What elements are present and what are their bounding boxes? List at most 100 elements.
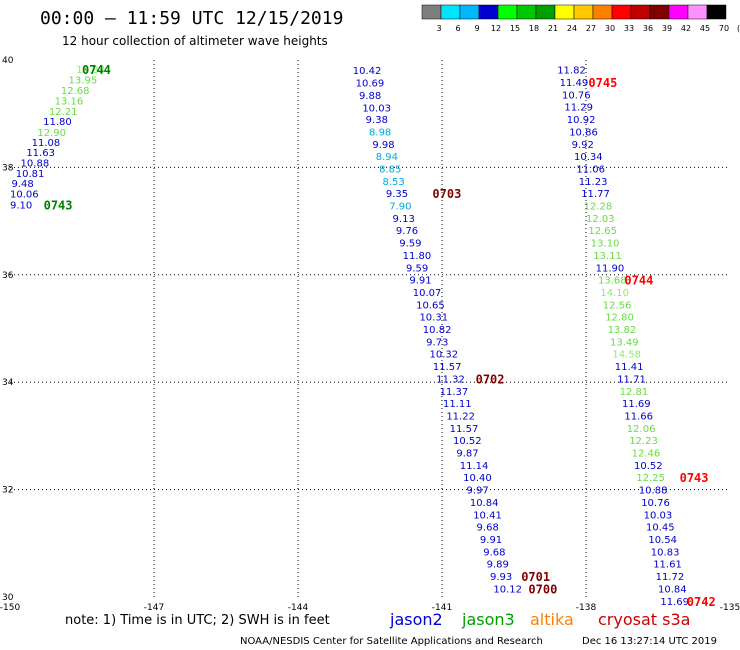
data-point-label: 10.32 xyxy=(430,350,459,361)
data-point-label: 11.77 xyxy=(581,189,610,200)
data-point-label: 12.90 xyxy=(37,128,66,139)
data-point-label: 13.49 xyxy=(610,337,639,348)
legend-tick-label: 21 xyxy=(548,24,558,33)
x-tick-label: -150 xyxy=(0,603,20,613)
y-tick-label: 36 xyxy=(2,271,14,281)
data-point-label: 9.59 xyxy=(399,239,421,250)
data-point-label: 12.06 xyxy=(627,424,656,435)
data-point-label: 11.29 xyxy=(564,103,593,114)
x-tick-label: -135 xyxy=(720,603,740,613)
footer-credit: NOAA/NESDIS Center for Satellite Applica… xyxy=(240,636,543,647)
data-point-label: 9.91 xyxy=(409,276,431,287)
satellite-name: jason2 xyxy=(389,610,443,629)
legend-tick-label: 33 xyxy=(624,24,634,33)
time-label: 0702 xyxy=(476,372,505,386)
data-point-label: 9.68 xyxy=(483,547,505,558)
legend-swatch xyxy=(592,4,613,20)
data-point-label: 10.03 xyxy=(644,510,673,521)
legend-tick-label: 24 xyxy=(567,24,577,33)
data-point-label: 11.90 xyxy=(596,263,625,274)
data-point-label: 9.87 xyxy=(456,449,478,460)
data-point-label: 12.28 xyxy=(584,202,613,213)
axis-ticks: -150 -147 -144 -141 -138 -135 30 32 34 36 38 40 xyxy=(0,56,740,613)
data-point-label: 10.88 xyxy=(21,159,50,170)
grid-lines xyxy=(10,60,730,597)
legend-tick-label: (ft) xyxy=(737,24,740,33)
legend-swatch xyxy=(630,4,651,20)
data-point-label: 13.68 xyxy=(598,276,627,287)
data-point-label: 10.54 xyxy=(648,535,677,546)
data-point-label: 10.69 xyxy=(356,79,385,90)
data-point-label: 11.69 xyxy=(622,399,651,410)
time-label: 0703 xyxy=(432,187,461,201)
legend-tick-label: 42 xyxy=(681,24,691,33)
legend-swatch xyxy=(478,4,499,20)
data-point-label: 9.48 xyxy=(11,179,33,190)
data-point-label: 12.68 xyxy=(61,86,90,97)
data-point-label: 14.33 xyxy=(76,65,105,76)
data-point-label: 13.10 xyxy=(591,239,620,250)
data-point-label: 14.58 xyxy=(612,350,641,361)
legend-swatch xyxy=(706,4,727,20)
data-point-label: 12.65 xyxy=(588,226,617,237)
time-label: 0701 xyxy=(521,570,550,584)
satellite-name: altika xyxy=(530,610,574,629)
data-point-label: 12.81 xyxy=(620,387,649,398)
data-point-label: 11.57 xyxy=(450,424,479,435)
data-point-label: 12.23 xyxy=(629,436,658,447)
data-point-label: 9.13 xyxy=(393,214,415,225)
data-point-label: 11.66 xyxy=(624,411,653,422)
data-point-label: 9.88 xyxy=(359,91,381,102)
data-point-label: 8.94 xyxy=(376,152,398,163)
data-point-label: 12.21 xyxy=(49,107,78,118)
data-point-label: 11.57 xyxy=(433,362,462,373)
data-point-label: 11.72 xyxy=(656,572,685,583)
data-point-label: 10.42 xyxy=(353,66,382,77)
data-point-label: 11.22 xyxy=(446,411,475,422)
data-point-label: 13.11 xyxy=(593,251,622,262)
data-point-label: 10.52 xyxy=(634,461,663,472)
data-point-label: 13.95 xyxy=(69,75,98,86)
data-point-label: 12.03 xyxy=(586,214,615,225)
time-label: 0700 xyxy=(528,582,557,596)
legend-swatch xyxy=(611,4,632,20)
legend-tick-label: 12 xyxy=(491,24,501,33)
y-tick-label: 34 xyxy=(2,378,14,388)
data-point-label: 10.81 xyxy=(16,169,45,180)
data-point-label: 10.92 xyxy=(567,115,596,126)
legend-tick-label: 3 xyxy=(436,24,441,33)
footer-timestamp: Dec 16 13:27:14 UTC 2019 xyxy=(582,636,717,647)
data-points: 14.3313.9512.6813.1612.2111.8012.9011.08… xyxy=(10,65,689,608)
data-point-label: 10.06 xyxy=(10,190,39,201)
data-point-label: 9.93 xyxy=(490,572,512,583)
data-point-label: 11.82 xyxy=(557,66,586,77)
data-point-label: 11.61 xyxy=(653,560,682,571)
data-point-label: 10.84 xyxy=(470,498,499,509)
data-point-label: 12.80 xyxy=(605,313,634,324)
time-label: 0743 xyxy=(44,198,73,212)
data-point-label: 9.89 xyxy=(487,560,509,571)
data-point-label: 10.34 xyxy=(574,152,603,163)
satellite-name: jason3 xyxy=(461,610,515,629)
legend-swatch xyxy=(516,4,537,20)
data-point-label: 10.86 xyxy=(569,127,598,138)
data-point-label: 9.97 xyxy=(466,486,488,497)
data-point-label: 11.37 xyxy=(440,387,469,398)
x-tick-label: -144 xyxy=(288,603,309,613)
satellite-legend: jason2 jason3 altika cryosat s3a xyxy=(389,610,690,629)
legend-tick-label: 27 xyxy=(586,24,596,33)
data-point-label: 11.80 xyxy=(43,117,72,128)
legend-swatch xyxy=(421,4,442,20)
data-point-label: 10.52 xyxy=(453,436,482,447)
data-point-label: 9.68 xyxy=(477,523,499,534)
data-point-label: 10.40 xyxy=(463,473,492,484)
data-point-label: 11.71 xyxy=(617,374,646,385)
y-tick-label: 40 xyxy=(2,56,14,66)
time-label: 0742 xyxy=(687,595,716,609)
data-point-label: 11.41 xyxy=(615,362,644,373)
legend-swatch xyxy=(573,4,594,20)
data-point-label: 14.10 xyxy=(600,288,629,299)
